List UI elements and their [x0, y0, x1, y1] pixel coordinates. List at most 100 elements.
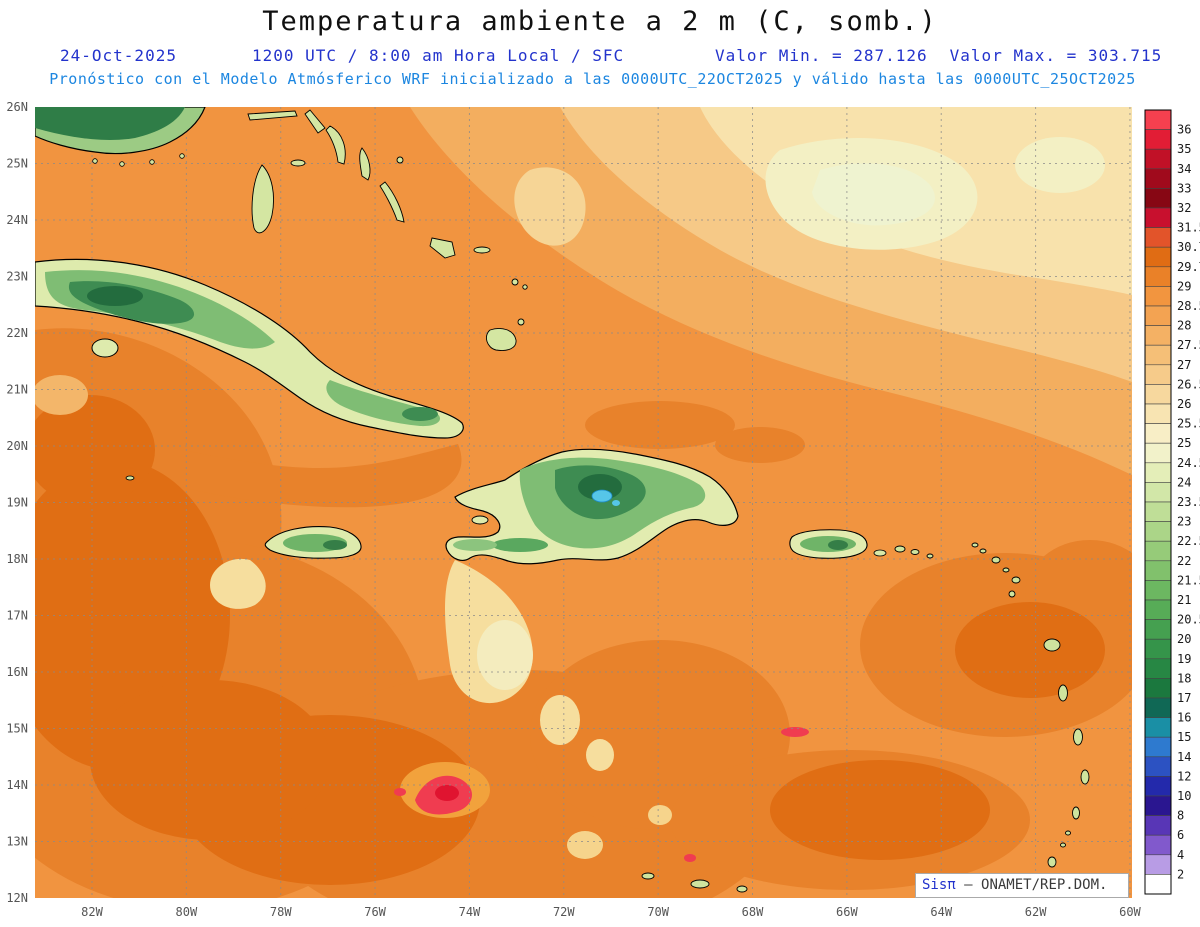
latitude-axis: 26N 25N 24N 23N 22N 21N 20N 19N 18N 17N 16N 15N 14N 1… — [6, 100, 28, 905]
field-297c-band — [97, 432, 462, 508]
lat-label: 19N — [6, 496, 28, 510]
colorbar-cell — [1144, 619, 1172, 640]
small-island — [979, 548, 987, 554]
small-island — [991, 556, 1001, 564]
colorbar-cell — [1144, 834, 1172, 856]
blue-mountains — [323, 540, 347, 550]
lat-label: 18N — [6, 552, 28, 566]
lon-label: 74W — [459, 905, 481, 919]
colorbar-cell — [1144, 874, 1172, 895]
cool-pool — [477, 620, 533, 690]
colorbar-cell — [1144, 148, 1172, 170]
martinique-island — [1073, 728, 1083, 746]
colorbar-cell — [1144, 168, 1172, 189]
cool-pool — [567, 831, 603, 859]
lat-label: 13N — [6, 835, 28, 849]
lat-label: 24N — [6, 213, 28, 227]
st-lucia-island — [1080, 769, 1090, 785]
hot-spot — [394, 788, 406, 796]
colorbar-tick-label: 21.5 — [1177, 573, 1200, 587]
onamet-credit: – ONAMET/REP.DOM. — [964, 877, 1108, 893]
turks-island — [511, 278, 519, 286]
isla-juventud — [91, 338, 119, 358]
lon-label: 76W — [364, 905, 386, 919]
florida-interior — [35, 107, 185, 140]
colorbar-tick-label: 19 — [1177, 652, 1191, 666]
colorbar-tick-label: 28.5 — [1177, 299, 1200, 313]
field-297c-region — [715, 427, 805, 463]
lat-label: 14N — [6, 778, 28, 792]
colorbar-cell — [1144, 305, 1172, 326]
colorbar-cell — [1144, 482, 1172, 503]
small-island — [926, 553, 934, 559]
cool-pool — [648, 805, 672, 825]
bahamas-island — [304, 109, 326, 134]
bahamas-island — [396, 156, 404, 164]
colorbar-tick-label: 27 — [1177, 358, 1191, 372]
puerto-rico-peaks — [828, 540, 848, 550]
colorbar-tick-labels: 363534333231.530.729.72928.52827.52726.5… — [1177, 123, 1200, 882]
sierra-maestra — [402, 407, 438, 421]
colorbar-cell — [1144, 227, 1172, 248]
lat-label: 22N — [6, 326, 28, 340]
small-island — [1065, 830, 1071, 836]
colorbar-cell — [1144, 501, 1172, 522]
colorbar-tick-label: 10 — [1177, 789, 1191, 803]
page-title: Temperatura ambiente a 2 m (C, somb.) — [262, 6, 938, 37]
bahamas-island — [359, 147, 371, 181]
valor-max-label: Valor Max. = 303.715 — [949, 46, 1163, 65]
field-307c-core — [35, 395, 155, 505]
colorbar-tick-label: 4 — [1177, 848, 1184, 862]
bahamas-island — [247, 110, 298, 121]
small-island — [1060, 842, 1066, 848]
hot-spot — [781, 727, 809, 737]
colorbar-tick-label: 24.5 — [1177, 456, 1200, 470]
hot-spot — [684, 854, 696, 862]
turks-island — [522, 284, 528, 290]
colorbar-tick-label: 18 — [1177, 671, 1191, 685]
colorbar-tick-label: 2 — [1177, 867, 1184, 881]
colorbar-cell — [1144, 344, 1172, 366]
colorbar-tick-label: 25.5 — [1177, 417, 1200, 431]
valid-time-label: 1200 UTC / 8:00 am Hora Local / SFC — [252, 46, 625, 65]
lat-label: 26N — [6, 100, 28, 114]
eleuthera-island — [325, 125, 346, 165]
colorbar-tick-label: 28 — [1177, 319, 1191, 333]
colorbar-cell — [1144, 540, 1172, 562]
colorbar-tick-label: 36 — [1177, 123, 1191, 137]
cool-pool — [540, 695, 580, 745]
cuba-mountains — [87, 286, 143, 306]
colorbar-cell — [1144, 521, 1172, 542]
st-vincent-island — [1072, 806, 1080, 820]
colorbar-tick-label: 12 — [1177, 769, 1191, 783]
colorbar-cell — [1144, 129, 1172, 150]
colorbar-cell — [1144, 599, 1172, 620]
small-island — [971, 542, 979, 548]
colorbar-tick-label: 26.5 — [1177, 377, 1200, 391]
lon-label: 66W — [836, 905, 858, 919]
vieques-island — [873, 549, 887, 557]
colorbar-cell — [1144, 266, 1172, 287]
curacao-island — [690, 879, 710, 889]
colorbar-cell — [1144, 442, 1172, 464]
colorbar-tick-label: 16 — [1177, 711, 1191, 725]
bahamas-island — [290, 159, 306, 167]
gonave-island — [471, 515, 489, 525]
little-inagua-island — [517, 318, 525, 326]
colorbar-tick-label: 14 — [1177, 750, 1191, 764]
colorbar-cell — [1144, 756, 1172, 777]
lesser-antilles-chain — [894, 542, 1090, 868]
colorbar-cell — [1144, 462, 1172, 483]
long-island-bahamas — [379, 181, 405, 223]
colorbar-tick-label: 31.5 — [1177, 221, 1200, 235]
small-island — [1011, 576, 1021, 584]
cool-lake-spot — [591, 489, 613, 503]
field-307c-core — [90, 680, 330, 840]
small-island — [894, 545, 906, 553]
colorbar-cell — [1144, 638, 1172, 660]
colorbar-cell — [1144, 109, 1172, 130]
lon-label: 82W — [81, 905, 103, 919]
field-297c-region — [585, 401, 735, 449]
lat-label: 21N — [6, 383, 28, 397]
colorbar-tick-label: 30.7 — [1177, 240, 1200, 254]
